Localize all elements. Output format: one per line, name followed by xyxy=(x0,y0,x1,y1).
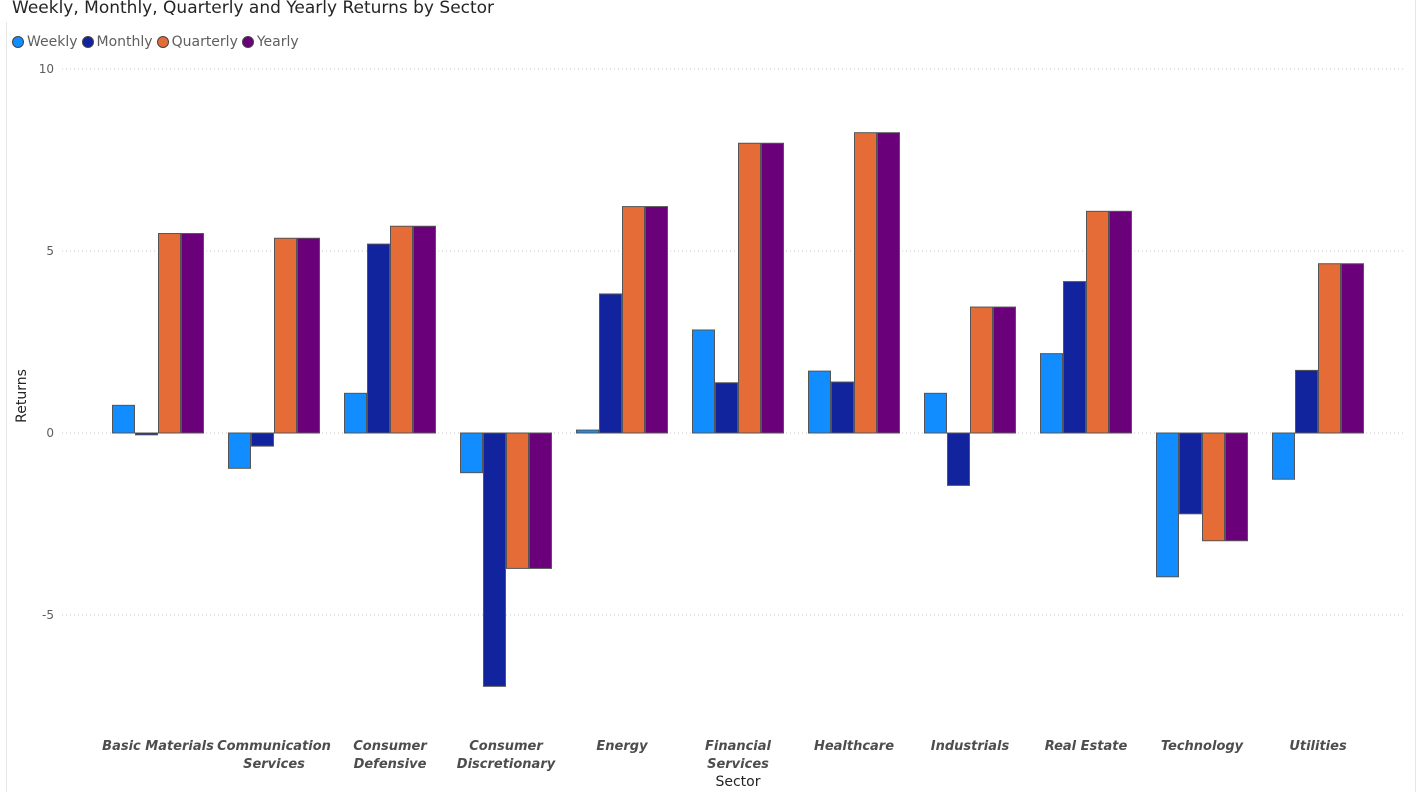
bar-weekly xyxy=(344,392,367,434)
chart-title: Weekly, Monthly, Quarterly and Yearly Re… xyxy=(12,0,495,18)
bar-monthly xyxy=(947,432,970,486)
bar-weekly xyxy=(112,404,135,434)
bar-yearly xyxy=(1109,210,1132,434)
x-tick-label: Communication xyxy=(217,739,331,754)
bar-quarterly xyxy=(1086,210,1109,434)
y-tick-label: 0 xyxy=(46,426,54,440)
bar-quarterly xyxy=(1202,432,1225,542)
x-tick-label: Services xyxy=(707,757,769,772)
legend-label: Quarterly xyxy=(171,34,238,50)
bar-weekly xyxy=(1156,432,1179,578)
x-tick-label: Utilities xyxy=(1289,739,1347,754)
bar-quarterly xyxy=(622,206,645,434)
bar-monthly xyxy=(1295,369,1318,434)
bar-yearly xyxy=(529,432,552,569)
bar-weekly xyxy=(460,432,483,474)
bar-quarterly xyxy=(854,132,877,434)
x-tick-label: Financial xyxy=(705,739,772,754)
bar-yearly xyxy=(1341,263,1364,434)
x-tick-label: Discretionary xyxy=(457,757,556,772)
bar-yearly xyxy=(413,225,436,434)
legend-dot xyxy=(156,36,169,48)
x-tick-label: Technology xyxy=(1161,739,1244,754)
bar-weekly xyxy=(692,329,715,434)
legend-label: Yearly xyxy=(256,34,299,50)
bar-weekly xyxy=(1272,432,1295,480)
x-tick-label: Healthcare xyxy=(814,739,894,754)
bar-quarterly xyxy=(158,233,181,434)
bar-weekly xyxy=(808,370,831,434)
legend-dot xyxy=(241,36,254,48)
x-tick-label: Real Estate xyxy=(1045,739,1128,754)
bar-yearly xyxy=(297,237,320,434)
bar-monthly xyxy=(1179,432,1202,515)
visual-frame-left xyxy=(6,22,7,792)
x-tick-label: Defensive xyxy=(354,757,427,772)
bar-monthly xyxy=(831,381,854,434)
bar-quarterly xyxy=(1318,263,1341,434)
legend: Weekly Monthly Quarterly Yearly xyxy=(12,34,303,50)
x-tick-label: Energy xyxy=(596,739,648,754)
legend-dot xyxy=(12,36,24,48)
legend-dot xyxy=(81,36,94,48)
bar-quarterly xyxy=(970,306,993,434)
bar-yearly xyxy=(181,233,204,434)
bar-monthly xyxy=(1063,281,1086,434)
bar-monthly xyxy=(367,243,390,434)
bar-quarterly xyxy=(390,225,413,434)
bar-weekly xyxy=(576,429,599,434)
bar-quarterly xyxy=(274,237,297,434)
x-tick-label: Basic Materials xyxy=(102,739,214,754)
legend-item-monthly[interactable]: Monthly xyxy=(81,34,153,50)
y-tick-label: 5 xyxy=(46,244,54,258)
bar-monthly xyxy=(251,432,274,447)
y-tick-label: 10 xyxy=(39,62,54,76)
x-tick-label: Consumer xyxy=(353,739,428,754)
bar-weekly xyxy=(228,432,251,469)
bar-monthly xyxy=(715,382,738,434)
y-tick-label: -5 xyxy=(42,608,54,622)
bar-yearly xyxy=(1225,432,1248,542)
legend-label: Monthly xyxy=(96,34,153,50)
bar-monthly xyxy=(599,293,622,434)
bar-monthly xyxy=(483,432,506,687)
x-tick-label: Consumer xyxy=(469,739,544,754)
bar-yearly xyxy=(645,206,668,434)
bar-yearly xyxy=(877,132,900,434)
legend-label: Weekly xyxy=(27,34,78,50)
x-tick-label: Services xyxy=(243,757,305,772)
legend-item-quarterly[interactable]: Quarterly xyxy=(156,34,238,50)
x-axis-title: Sector xyxy=(715,774,760,790)
bar-yearly xyxy=(993,306,1016,434)
bar-quarterly xyxy=(738,142,761,434)
y-axis-title: Returns xyxy=(14,369,30,423)
bar-quarterly xyxy=(506,432,529,569)
bar-weekly xyxy=(1040,353,1063,434)
legend-item-weekly[interactable]: Weekly xyxy=(12,34,78,50)
bar-monthly xyxy=(135,432,158,436)
visual-frame-right xyxy=(1415,0,1416,792)
bar-weekly xyxy=(924,392,947,434)
x-tick-label: Industrials xyxy=(931,739,1010,754)
bar-yearly xyxy=(761,142,784,434)
legend-item-yearly[interactable]: Yearly xyxy=(241,34,299,50)
